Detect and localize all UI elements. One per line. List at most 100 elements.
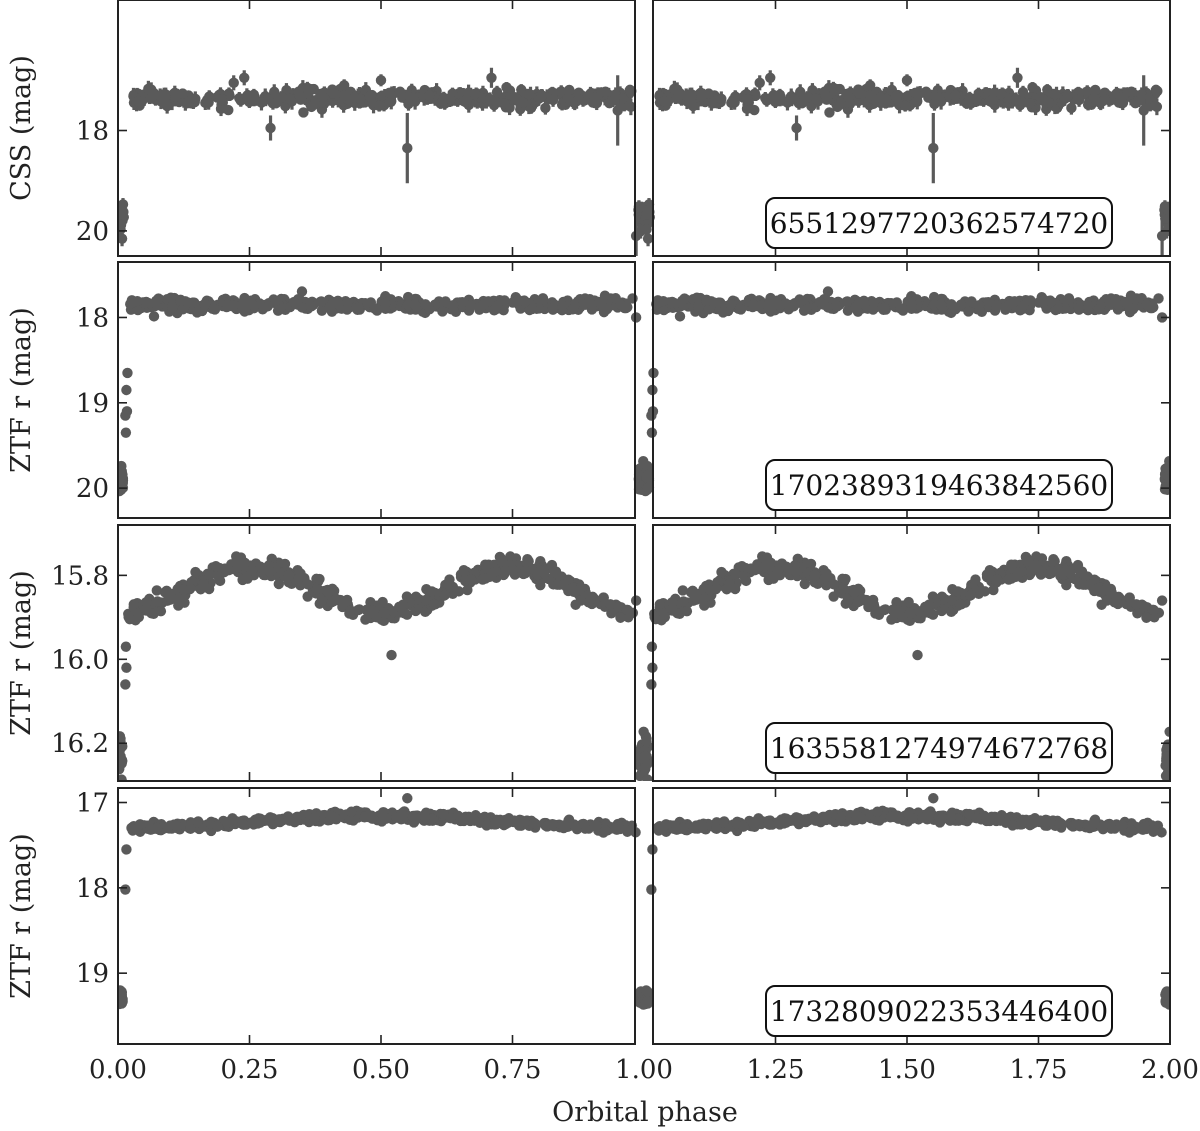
panel-3-frame-left (117, 524, 636, 782)
data-point (120, 641, 132, 652)
data-point (437, 306, 448, 317)
data-point (871, 605, 882, 616)
data-point (536, 90, 547, 101)
data-point (453, 586, 465, 597)
data-point (118, 998, 125, 1010)
data-point (216, 93, 227, 105)
data-point (963, 306, 974, 317)
data-point (262, 301, 274, 312)
data-point (523, 88, 535, 100)
data-point (120, 427, 132, 438)
data-point (736, 560, 748, 572)
data-point (402, 793, 413, 804)
data-point (344, 814, 356, 826)
panel-3-points (118, 551, 1170, 781)
data-point (469, 88, 481, 100)
data-point (489, 819, 501, 830)
data-point (481, 820, 492, 831)
data-point (1164, 726, 1170, 737)
data-point (624, 84, 636, 96)
data-point (118, 736, 126, 747)
data-point (935, 299, 946, 311)
data-point (228, 77, 239, 89)
data-point (886, 614, 897, 625)
data-point (1163, 757, 1170, 768)
data-point (1138, 105, 1149, 116)
data-point (843, 91, 854, 103)
panel-1-frame-right (652, 0, 1171, 257)
data-point (352, 604, 364, 616)
data-point (693, 302, 704, 313)
data-point (1123, 300, 1134, 312)
data-point (518, 568, 529, 580)
source-id-label: 6551297720362574720 (770, 207, 1108, 240)
data-point (600, 86, 611, 97)
data-point (1046, 296, 1057, 308)
y-tick-label: 16.0 (51, 645, 109, 675)
data-point (822, 286, 834, 297)
source-id-box (765, 722, 1113, 774)
data-point (118, 469, 128, 480)
data-point (161, 585, 172, 597)
y-tick-label: 20 (76, 474, 109, 504)
data-point (1065, 567, 1076, 579)
data-point (1156, 230, 1168, 242)
source-id-box (765, 197, 1113, 249)
data-point (203, 568, 215, 580)
data-point (659, 96, 671, 107)
data-point (1026, 565, 1037, 576)
data-point (562, 92, 574, 104)
y-tick-label: 18 (76, 303, 109, 333)
data-point (890, 91, 901, 102)
data-point (121, 662, 132, 673)
data-point (1012, 569, 1023, 581)
data-point (1126, 86, 1137, 97)
data-point (654, 599, 665, 610)
data-point (799, 578, 810, 590)
data-point (360, 614, 371, 625)
data-point (386, 649, 397, 661)
data-point (1099, 94, 1111, 105)
data-point (509, 91, 520, 103)
data-point (904, 607, 916, 619)
data-point (496, 556, 508, 567)
data-point (575, 595, 587, 606)
data-point (854, 88, 865, 99)
data-point (983, 296, 994, 308)
data-point (742, 93, 753, 105)
data-point (686, 97, 697, 108)
data-point (1088, 92, 1100, 104)
data-point (498, 98, 510, 109)
data-point (327, 299, 338, 310)
data-point (155, 605, 167, 617)
data-point (203, 97, 214, 108)
data-point (435, 98, 446, 109)
data-point (380, 297, 391, 309)
data-point (1162, 481, 1170, 492)
data-point (1035, 91, 1046, 103)
data-point (749, 565, 760, 576)
data-point (237, 574, 248, 586)
data-point (1073, 302, 1085, 314)
data-point (465, 574, 476, 585)
data-point (946, 594, 958, 606)
panel-3: 15.8 16.0 16.2 ZTF r (mag) 16355812749746727… (6, 524, 1171, 782)
data-point (547, 302, 559, 314)
data-point (1033, 564, 1045, 576)
data-point (373, 100, 385, 112)
data-point (397, 809, 409, 821)
data-point (612, 105, 623, 116)
data-point (151, 823, 163, 834)
y-axis-label: CSS (mag) (6, 55, 37, 201)
data-point (791, 122, 802, 134)
data-point (691, 292, 703, 303)
data-point (133, 96, 145, 107)
source-id-label: 1702389319463842560 (770, 469, 1108, 502)
data-point (782, 97, 793, 108)
data-point (402, 142, 413, 154)
data-point (284, 93, 295, 104)
data-point (1073, 94, 1085, 106)
data-point (567, 304, 579, 315)
data-point (483, 296, 494, 307)
